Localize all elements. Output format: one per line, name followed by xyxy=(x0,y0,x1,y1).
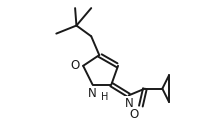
Text: H: H xyxy=(101,92,109,102)
Text: O: O xyxy=(70,59,79,72)
Text: O: O xyxy=(129,108,138,121)
Text: N: N xyxy=(125,97,133,110)
Text: N: N xyxy=(88,87,97,100)
